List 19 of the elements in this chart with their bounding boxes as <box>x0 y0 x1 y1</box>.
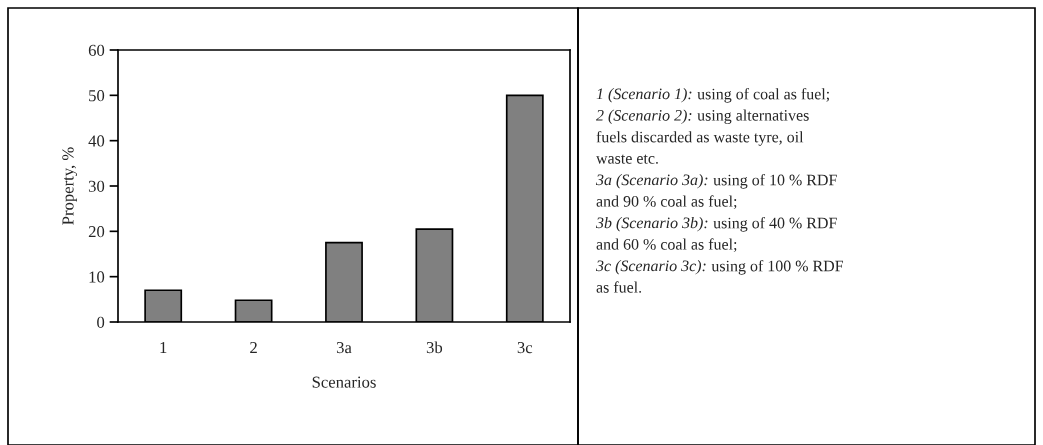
text: 2 (Scenario 2): using alternatives fuels discarded as waste tyre, oil waste etc. <box>596 109 809 164</box>
y-tick-label: 60 <box>88 44 105 56</box>
y-tick-label: 30 <box>88 180 105 192</box>
y-tick-label: 40 <box>88 135 105 147</box>
y-tick-label: 0 <box>97 316 105 328</box>
x-tick-label: 3c <box>517 341 533 354</box>
x-tick-label: 2 <box>250 341 257 354</box>
text: 3c (Scenario 3c): using of 100 % RDF as fuel. <box>595 260 844 293</box>
y-axis-title: Property, % <box>62 147 78 225</box>
text: 3a (Scenario 3a): using of 10 % RDF and 90 % coal as fuel; <box>595 174 837 210</box>
x-tick-label: 1 <box>160 342 167 354</box>
x-axis-title: Scenarios <box>312 376 376 388</box>
x-tick-label: 3b <box>426 341 443 354</box>
text: 3b (Scenario 3b): using of 40 % RDF and 60 % coal as fuel; <box>595 217 837 253</box>
y-tick-label: 20 <box>88 226 105 238</box>
text: 1 (Scenario 1): using of coal as fuel; <box>596 88 829 103</box>
y-tick-label: 10 <box>89 271 105 283</box>
y-tick-label: 50 <box>89 90 105 102</box>
x-tick-label: 3a <box>336 341 352 354</box>
